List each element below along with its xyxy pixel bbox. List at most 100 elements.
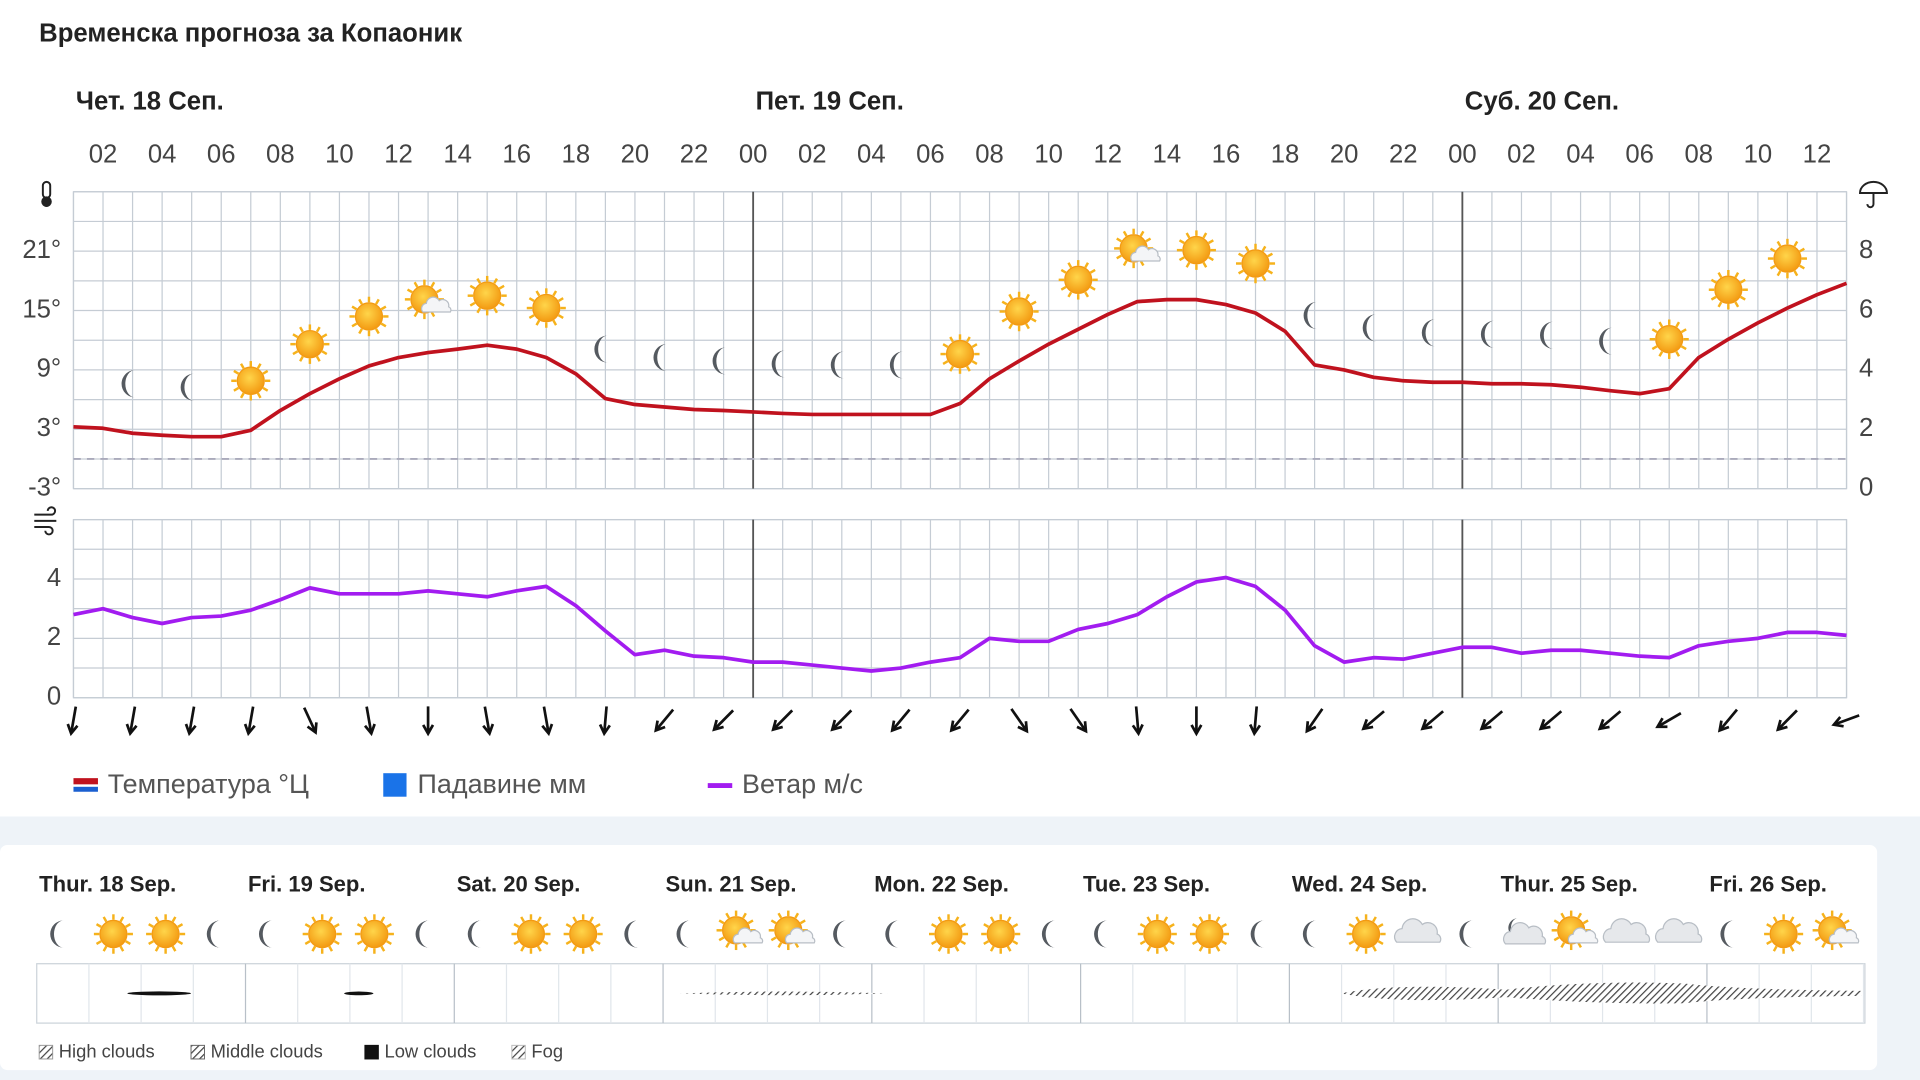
cloud-strip: [36, 963, 1866, 1024]
sun-ray: [413, 311, 419, 318]
sun-ray: [1067, 291, 1073, 298]
cloud-legend-label: Low clouds: [384, 1041, 476, 1062]
sun-ray: [413, 281, 419, 288]
wind-arrow-shaft: [247, 706, 255, 733]
sun-ray: [799, 919, 806, 925]
weather-icon-sun: [1767, 238, 1807, 279]
sun-ray: [513, 923, 520, 928]
moon: [889, 351, 904, 379]
wind-arrow-head: [890, 720, 902, 733]
moon: [50, 920, 64, 948]
wind-arrow: [1190, 706, 1203, 737]
x-tick-label: 14: [443, 141, 472, 169]
cloud-legend-swatch: [190, 1044, 205, 1060]
wind-arrow: [598, 706, 611, 737]
sun-ray: [380, 945, 386, 952]
sun-ray: [374, 328, 380, 335]
sun-ray: [937, 916, 943, 923]
daily-label: Wed. 24 Sep.: [1292, 872, 1427, 897]
sun-ray: [386, 923, 392, 928]
sun-ray: [971, 343, 978, 348]
moon: [206, 920, 221, 948]
daily-icon-moon: [1459, 920, 1473, 948]
moon: [1250, 920, 1265, 948]
sun-ray: [1198, 916, 1204, 923]
wind-arrow: [1010, 708, 1029, 734]
sun-ray: [536, 945, 542, 952]
wind-arrow: [302, 707, 318, 735]
sun-ray: [315, 355, 321, 362]
x-tick-label: 12: [1803, 141, 1832, 169]
sun-ray: [1178, 239, 1185, 245]
wind-arrow-head: [1248, 723, 1262, 737]
moon: [1094, 920, 1108, 948]
sun-ray: [1030, 317, 1037, 323]
x-tick-label: 06: [207, 141, 236, 169]
sun-disc: [1241, 249, 1270, 278]
x-tick-label: 12: [1093, 141, 1122, 169]
sun-disc: [360, 919, 389, 949]
y-tick-label: 9°: [37, 355, 62, 383]
y2-tick-label: 2: [1859, 414, 1873, 442]
daily-icon-moon: [1041, 920, 1056, 948]
sun-ray: [380, 916, 386, 923]
wind-arrow: [1131, 706, 1144, 737]
wind-arrow-head: [1420, 718, 1433, 731]
y-tick-label: 0: [47, 682, 61, 710]
weather-icon-moon: [1421, 319, 1436, 347]
moon: [885, 920, 899, 948]
sun-ray: [125, 923, 131, 928]
wind-arrow-shaft: [483, 706, 491, 733]
cloud: [1130, 245, 1161, 262]
sun-ray: [256, 392, 262, 399]
sun-ray: [171, 916, 177, 923]
wind-arrow-shaft: [1134, 706, 1140, 733]
x-tick-label: 02: [1507, 141, 1536, 169]
wind-arrow: [771, 709, 794, 732]
daily-icon-sun: [1346, 914, 1386, 954]
sun-ray: [937, 945, 943, 952]
weather-icon-sun: [526, 288, 566, 328]
sun-ray: [1025, 323, 1030, 330]
weather-icon-moon: [771, 350, 786, 378]
wind-arrow-shaft: [655, 708, 675, 731]
sun-ray: [154, 916, 160, 923]
weather-icon-moon: [594, 335, 608, 363]
cloud: [1394, 918, 1442, 943]
sun-ray: [1577, 912, 1582, 919]
middle-cloud: [679, 991, 888, 996]
sun-ray: [177, 923, 184, 928]
sun-ray: [1202, 261, 1208, 268]
wind-arrow: [422, 706, 435, 737]
daily-icon-sun: [93, 914, 133, 954]
sun-ray: [1769, 247, 1776, 253]
moon: [594, 335, 608, 363]
sun-ray: [954, 945, 960, 952]
wind-arrow: [1305, 708, 1324, 734]
daily-label: Sat. 20 Sep.: [457, 872, 581, 897]
sun-ray: [983, 923, 990, 928]
sun-ray: [1001, 317, 1008, 323]
sun-ray: [949, 336, 954, 343]
sun-ray: [949, 365, 954, 372]
sun-ray: [1139, 940, 1146, 945]
sun-ray: [292, 333, 299, 339]
sun-ray: [1084, 262, 1090, 269]
wind-arrow-head: [654, 720, 666, 733]
daily-icon-moon: [258, 920, 273, 948]
daily-icon-sun: [981, 914, 1021, 954]
sun-ray: [989, 945, 995, 952]
weather-icon-moon: [830, 351, 845, 379]
daily-icon-sun: [1189, 914, 1230, 954]
wind-arrow-shaft: [1253, 706, 1259, 733]
daily-icon-moon: [676, 920, 690, 948]
day-label: Чет. 18 Сеп.: [76, 87, 224, 115]
y-tick-label: 3°: [37, 414, 62, 442]
sun-disc: [1773, 244, 1802, 273]
daily-icon-moon: [467, 920, 482, 948]
moon: [624, 920, 638, 948]
x-tick-label: 16: [1212, 141, 1241, 169]
sun-ray: [262, 369, 269, 375]
wind-arrow: [890, 708, 911, 733]
daily-icon-moon: [415, 920, 430, 948]
